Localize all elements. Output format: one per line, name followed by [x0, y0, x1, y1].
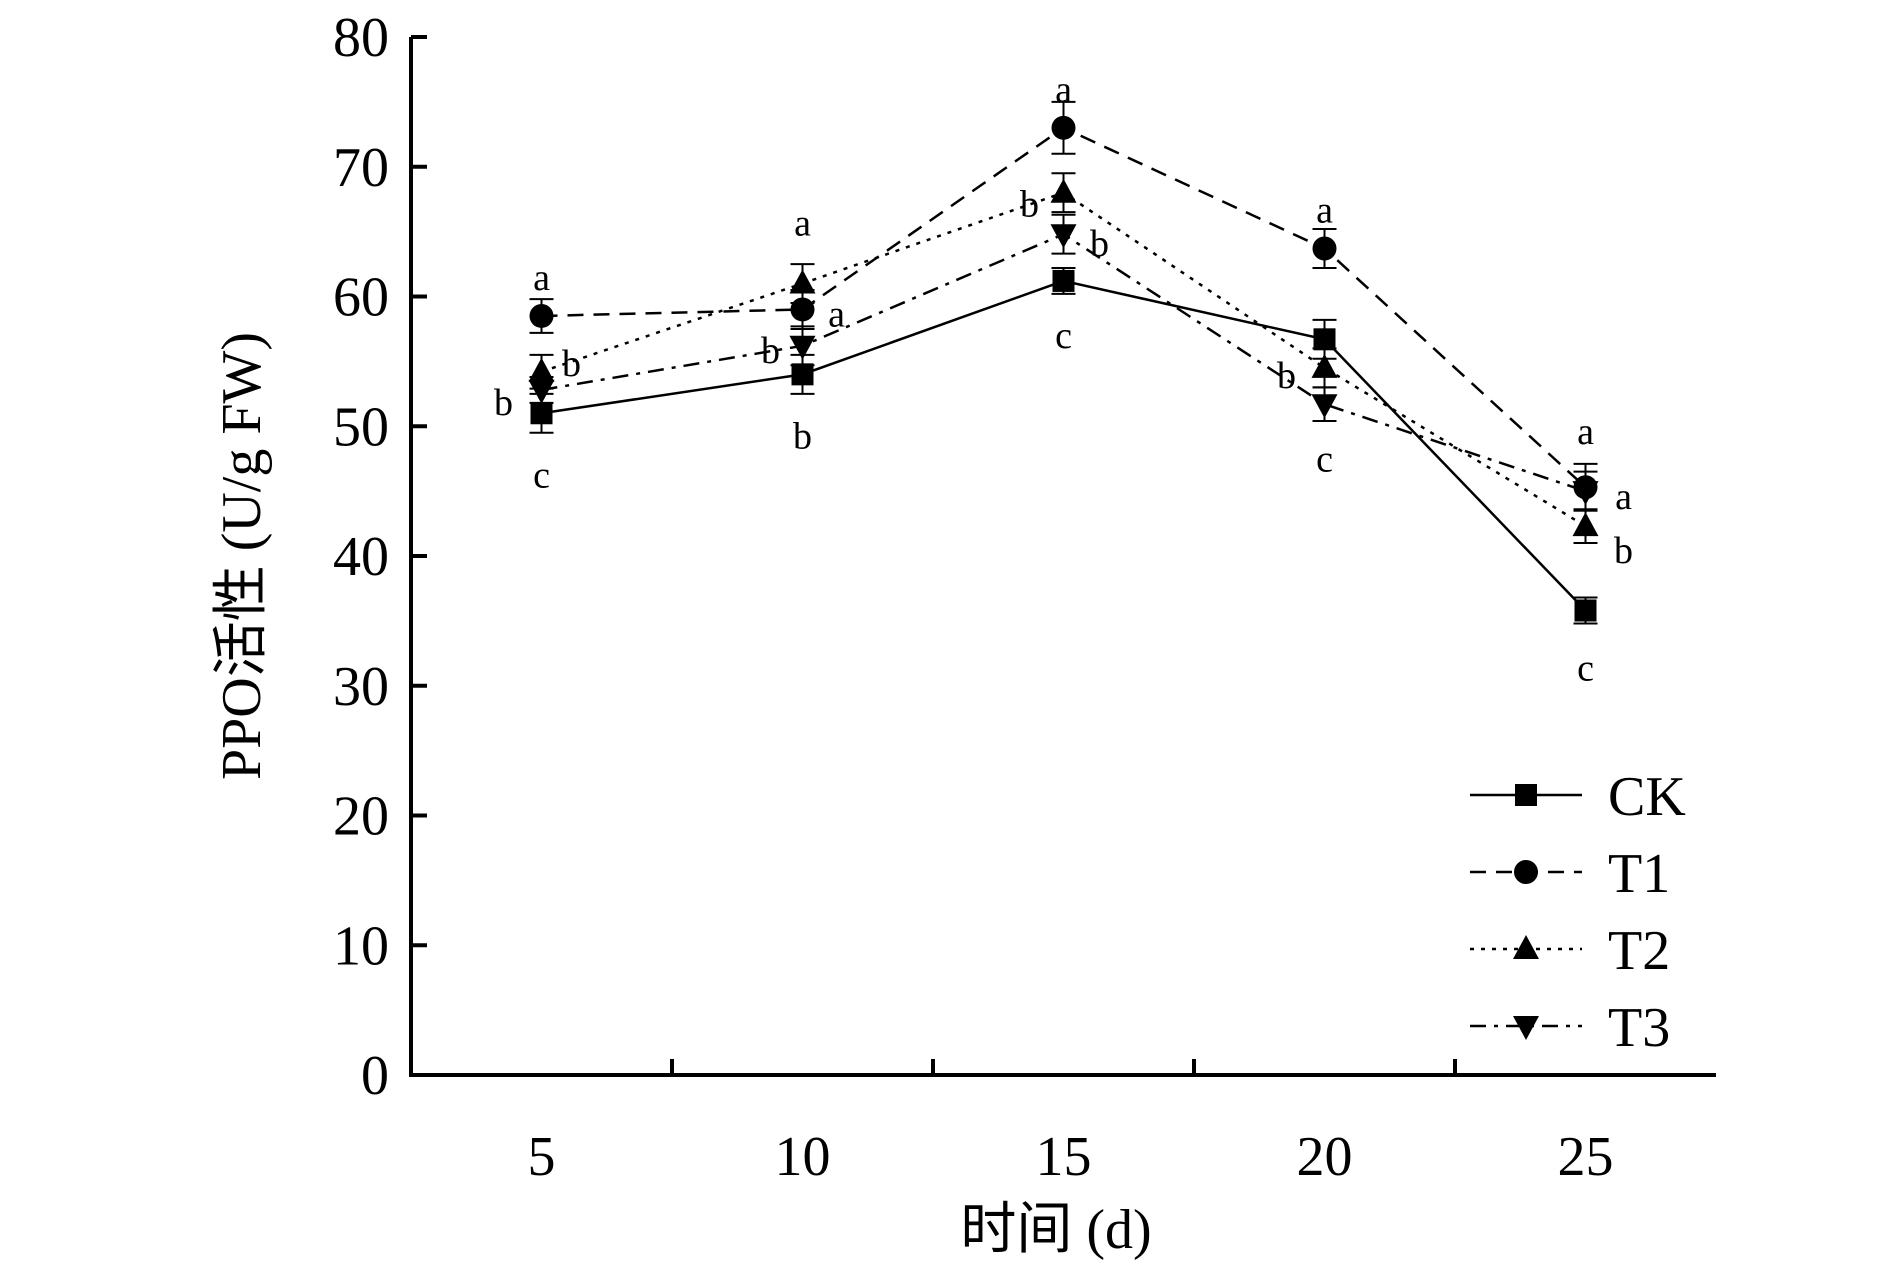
sig-label-t1: a	[1577, 411, 1594, 453]
sig-label-ck: c	[1316, 438, 1333, 480]
x-tick-label: 10	[775, 1126, 831, 1188]
data-point-t3	[528, 379, 555, 404]
y-tick-label: 30	[333, 656, 389, 718]
sig-label-t2: a	[794, 203, 811, 245]
data-point-t2	[1050, 178, 1077, 203]
y-tick-label: 80	[333, 7, 389, 69]
data-point-t1	[1312, 236, 1337, 261]
sig-label-ck: b	[793, 415, 812, 457]
sig-label-t2: b	[562, 343, 581, 385]
data-point-t2	[789, 269, 816, 294]
x-tick-label: 15	[1036, 1126, 1092, 1188]
x-axis-title: 时间 (d)	[960, 1199, 1151, 1261]
sig-label-t2: b	[1277, 355, 1296, 397]
sig-label-t3: b	[761, 330, 780, 372]
data-point-t3	[1050, 224, 1077, 249]
data-point-t3	[1572, 481, 1599, 506]
sig-label-t2: b	[1614, 530, 1633, 572]
y-tick-label: 20	[333, 786, 389, 848]
y-axis-title: PPO活性 (U/g FW)	[211, 332, 273, 780]
data-point-t2	[1572, 512, 1599, 537]
y-tick-label: 10	[333, 915, 389, 977]
sig-label-t3: b	[494, 382, 513, 424]
sig-label-t3: a	[1615, 476, 1632, 518]
x-tick-label: 25	[1558, 1126, 1614, 1188]
y-tick-label: 40	[333, 526, 389, 588]
series-group	[528, 100, 1599, 625]
data-point-t1	[529, 303, 554, 328]
y-tick-label: 70	[333, 137, 389, 199]
x-tick-label: 5	[528, 1126, 556, 1188]
sig-label-ck: c	[1055, 315, 1072, 357]
sig-label-t1: a	[1055, 69, 1072, 111]
sig-label-t2: b	[1020, 184, 1039, 226]
data-point-t2	[528, 357, 555, 382]
y-tick-label: 60	[333, 267, 389, 329]
sig-label-t1: a	[533, 257, 550, 299]
data-point-ck	[1313, 328, 1336, 351]
data-point-ck	[1574, 599, 1597, 622]
data-point-t1	[1051, 115, 1076, 140]
data-point-ck	[1052, 269, 1075, 292]
sig-label-t1: a	[828, 293, 845, 335]
legend-marker-t2	[1513, 935, 1539, 959]
legend: CK T1 T2 T3	[1470, 766, 1686, 1059]
legend-marker-t3	[1513, 1016, 1539, 1040]
legend-marker-t1	[1514, 860, 1538, 884]
data-point-t3	[1311, 394, 1338, 419]
data-point-ck	[530, 402, 553, 425]
legend-label-t1: T1	[1608, 843, 1670, 905]
sig-label-t3: b	[1090, 223, 1109, 265]
legend-label-t3: T3	[1608, 997, 1670, 1059]
y-tick-label: 0	[361, 1045, 389, 1107]
data-point-ck	[791, 363, 814, 386]
sig-label-t1: a	[1316, 189, 1333, 231]
legend-label-t2: T2	[1608, 920, 1670, 982]
sig-label-ck: c	[1577, 647, 1594, 689]
legend-marker-ck	[1515, 784, 1537, 806]
legend-label-ck: CK	[1608, 766, 1686, 828]
y-tick-label: 50	[333, 396, 389, 458]
sig-label-ck: c	[533, 454, 550, 496]
x-tick-label: 20	[1297, 1126, 1353, 1188]
data-point-t2	[1311, 353, 1338, 378]
data-point-t3	[789, 335, 816, 360]
axes-group: 0 10 20 30 40 50 60 70 80 5 10 15 20 25	[333, 7, 1716, 1188]
